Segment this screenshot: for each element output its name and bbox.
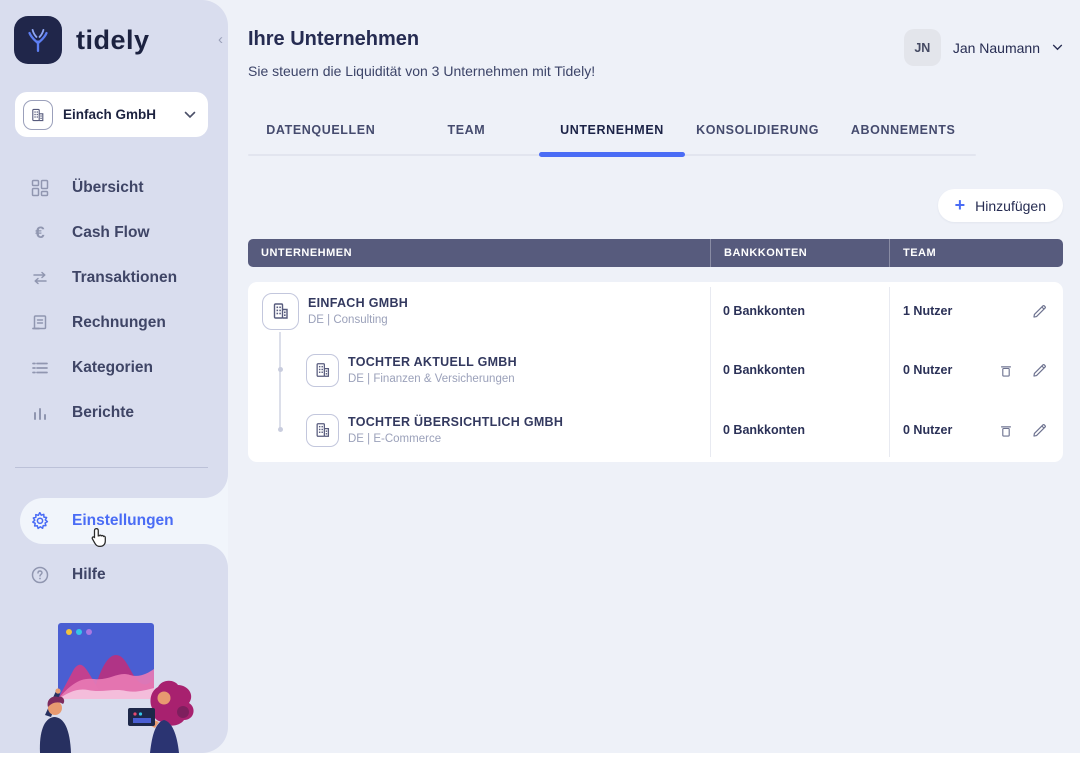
tree-connector-line (279, 332, 281, 431)
tab-konsolidierung[interactable]: KONSOLIDIERUNG (696, 123, 820, 137)
tidely-logo-icon (14, 16, 62, 64)
corner-flare (204, 474, 228, 498)
help-icon (31, 566, 49, 583)
main-content: Ihre Unternehmen Sie steuern die Liquidi… (228, 0, 1080, 753)
company-selector-value: Einfach GmbH (63, 107, 157, 122)
team-count: 0 Nutzer (903, 363, 953, 377)
page-title: Ihre Unternehmen (248, 28, 420, 50)
sidebar-item-einstellungen[interactable]: Einstellungen (20, 474, 228, 568)
dashboard-icon (31, 179, 49, 196)
delete-icon[interactable] (998, 362, 1014, 379)
page-subtitle: Sie steuern die Liquidität von 3 Unterne… (248, 63, 596, 79)
team-cell: 0 Nutzer (889, 340, 1063, 400)
tab-unternehmen[interactable]: UNTERNEHMEN (560, 123, 664, 137)
corner-flare (204, 544, 228, 568)
company-meta: DE | Finanzen & Versicherungen (348, 373, 515, 385)
sidebar-item-label: Berichte (72, 403, 135, 421)
active-tab-indicator (539, 152, 685, 157)
categories-list-icon (32, 362, 48, 373)
company-meta: DE | Consulting (308, 314, 388, 326)
company-cell: TOCHTER AKTUELL GMBH DE | Finanzen & Ver… (248, 340, 710, 400)
chevron-down-icon (1052, 44, 1063, 51)
tab-datenquellen[interactable]: DATENQUELLEN (266, 123, 376, 137)
avatar: JN (903, 29, 941, 66)
people-chart-illustration (39, 623, 194, 753)
table-row: TOCHTER AKTUELL GMBH DE | Finanzen & Ver… (248, 340, 1063, 400)
sidebar-item-hilfe[interactable]: Hilfe (0, 552, 228, 597)
company-name: EINFACH GMBH (308, 296, 409, 310)
delete-icon[interactable] (998, 422, 1014, 439)
sidebar-item-label: Rechnungen (72, 313, 166, 331)
invoice-icon (32, 314, 47, 329)
sidebar-nav: Übersicht € Cash Flow Transaktionen (0, 165, 228, 435)
table-row: EINFACH GMBH DE | Consulting 0 Bankkonte… (248, 282, 1063, 340)
user-name: Jan Naumann (952, 39, 1040, 56)
team-cell: 1 Nutzer (889, 282, 1063, 340)
building-icon (23, 99, 53, 130)
gear-icon (32, 512, 49, 530)
column-divider (889, 287, 890, 457)
sidebar-collapse-icon[interactable]: ‹ (218, 31, 223, 48)
bank-accounts-cell: 0 Bankkonten (723, 363, 805, 377)
sidebar-footer-nav: Einstellungen Hilfe (0, 474, 228, 597)
table-row: TOCHTER ÜBERSICHTLICH GMBH DE | E-Commer… (248, 400, 1063, 460)
tab-abonnements[interactable]: ABONNEMENTS (850, 123, 956, 137)
brand-name: tidely (76, 24, 150, 55)
table-header: UNTERNEHMEN BANKKONTEN TEAM (248, 239, 1063, 267)
tree-node-dot (277, 427, 283, 432)
add-button-label: Hinzufügen (975, 197, 1046, 214)
team-count: 1 Nutzer (903, 304, 953, 318)
building-icon (306, 413, 339, 447)
team-cell: 0 Nutzer (889, 400, 1063, 460)
sidebar-item-berichte[interactable]: Berichte (0, 390, 228, 435)
company-name: TOCHTER AKTUELL GMBH (348, 355, 517, 369)
sidebar-item-label: Transaktionen (72, 268, 178, 286)
team-count: 0 Nutzer (903, 423, 953, 437)
sidebar-item-label: Übersicht (72, 178, 144, 196)
column-header-bankkonten: BANKKONTEN (710, 239, 889, 267)
chevron-down-icon (184, 111, 196, 118)
company-cell: TOCHTER ÜBERSICHTLICH GMBH DE | E-Commer… (248, 400, 710, 460)
edit-icon[interactable] (1031, 422, 1048, 439)
company-selector[interactable]: Einfach GmbH (15, 92, 208, 137)
sidebar-item-label: Kategorien (72, 358, 153, 376)
tree-node-dot (277, 367, 283, 372)
sidebar-item-label: Einstellungen (72, 512, 174, 529)
column-header-unternehmen: UNTERNEHMEN (261, 247, 353, 259)
toolbar: + Hinzufügen (248, 189, 1063, 222)
sidebar-item-cashflow[interactable]: € Cash Flow (0, 210, 228, 255)
building-icon (262, 292, 299, 330)
sidebar-item-label: Hilfe (72, 565, 106, 583)
brand-logo: tidely (0, 0, 228, 64)
user-menu[interactable]: JN Jan Naumann (903, 29, 1063, 66)
sidebar: tidely ‹ Einfach GmbH (0, 0, 228, 753)
sidebar-item-label: Cash Flow (72, 223, 150, 241)
page-header: Ihre Unternehmen Sie steuern die Liquidi… (248, 28, 1063, 79)
column-divider (710, 287, 711, 457)
tab-bar: DATENQUELLEN TEAM UNTERNEHMEN KONSOLIDIE… (248, 119, 976, 157)
sidebar-item-transaktionen[interactable]: Transaktionen (0, 255, 228, 300)
company-name: TOCHTER ÜBERSICHTLICH GMBH (348, 415, 564, 429)
sidebar-item-rechnungen[interactable]: Rechnungen (0, 300, 228, 345)
add-company-button[interactable]: + Hinzufügen (937, 189, 1063, 222)
companies-table: EINFACH GMBH DE | Consulting 0 Bankkonte… (248, 282, 1063, 462)
bar-chart-icon (34, 407, 46, 420)
bank-accounts-cell: 0 Bankkonten (723, 423, 805, 437)
bank-accounts-cell: 0 Bankkonten (723, 304, 805, 318)
edit-icon[interactable] (1031, 303, 1048, 320)
sidebar-item-uebersicht[interactable]: Übersicht (0, 165, 228, 210)
company-cell: EINFACH GMBH DE | Consulting (248, 282, 710, 340)
company-meta: DE | E-Commerce (348, 433, 442, 445)
euro-icon: € (35, 222, 45, 242)
sidebar-item-kategorien[interactable]: Kategorien (0, 345, 228, 390)
sidebar-divider (15, 467, 208, 468)
tab-team[interactable]: TEAM (447, 123, 486, 137)
transfer-arrows-icon (33, 271, 47, 284)
edit-icon[interactable] (1031, 362, 1048, 379)
plus-icon: + (954, 194, 966, 215)
column-header-team: TEAM (889, 239, 1063, 267)
building-icon (306, 353, 339, 387)
